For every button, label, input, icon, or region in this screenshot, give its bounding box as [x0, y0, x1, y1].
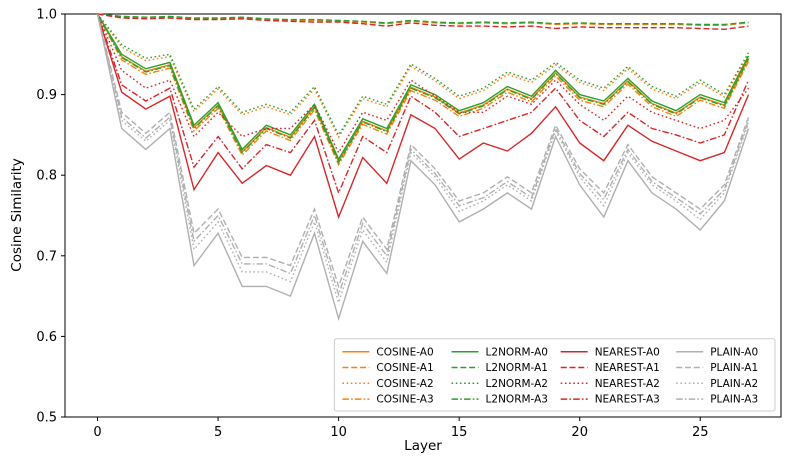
- series-line-L2NORM-A2: [96, 13, 750, 137]
- plot-border: [64, 13, 782, 418]
- y-tick-label: 1.0: [36, 8, 57, 23]
- legend-item-PLAIN-A1: PLAIN-A1: [676, 362, 758, 374]
- legend-item-NEAREST-A0: NEAREST-A0: [560, 346, 660, 358]
- legend-label: COSINE-A1: [376, 362, 433, 374]
- x-tick-label: 20: [571, 425, 588, 440]
- legend-item-L2NORM-A0: L2NORM-A0: [451, 346, 548, 358]
- y-tick-label: 0.5: [36, 411, 57, 426]
- legend-item-COSINE-A2: COSINE-A2: [342, 378, 434, 390]
- legend-label: COSINE-A3: [376, 394, 433, 406]
- x-tick-label: 0: [93, 425, 101, 440]
- series-line-NEAREST-A1: [97, 13, 749, 31]
- series-line-L2NORM-A1: [97, 13, 749, 26]
- legend-label: L2NORM-A3: [486, 394, 548, 406]
- series-line-COSINE-A3: [96, 13, 750, 167]
- y-tick-label: 0.9: [36, 88, 57, 103]
- legend-label: PLAIN-A0: [710, 346, 758, 358]
- series-line-NEAREST-A2: [96, 13, 750, 155]
- y-tick-label: 0.8: [36, 169, 57, 184]
- x-axis-label: Layer: [404, 438, 442, 454]
- legend-label: COSINE-A2: [376, 378, 433, 390]
- x-tick-label: 10: [330, 425, 347, 440]
- legend-item-COSINE-A1: COSINE-A1: [342, 362, 434, 374]
- series-line-PLAIN-A1: [96, 13, 750, 289]
- legend-item-PLAIN-A0: PLAIN-A0: [676, 346, 758, 358]
- legend-item-NEAREST-A1: NEAREST-A1: [560, 362, 660, 374]
- legend-item-PLAIN-A3: PLAIN-A3: [676, 394, 758, 406]
- series-line-NEAREST-A0: [96, 13, 750, 220]
- y-tick-label: 0.6: [36, 330, 57, 345]
- series-line-COSINE-A2: [96, 13, 750, 139]
- legend-label: L2NORM-A2: [486, 378, 548, 390]
- legend-item-NEAREST-A3: NEAREST-A3: [560, 394, 660, 406]
- legend-label: PLAIN-A2: [710, 378, 758, 390]
- series-line-L2NORM-A0: [96, 13, 750, 161]
- legend-item-L2NORM-A1: L2NORM-A1: [451, 362, 548, 374]
- series-line-L2NORM-A3: [96, 13, 750, 164]
- legend-label: PLAIN-A1: [710, 362, 758, 374]
- y-tick-label: 0.7: [36, 249, 57, 264]
- series-line-PLAIN-A2: [96, 13, 750, 305]
- legend-item-PLAIN-A2: PLAIN-A2: [676, 378, 758, 390]
- x-tick-label: 25: [692, 425, 709, 440]
- legend-label: L2NORM-A0: [486, 346, 548, 358]
- legend-label: PLAIN-A3: [710, 394, 758, 406]
- series-line-NEAREST-A3: [96, 13, 750, 195]
- legend-label: COSINE-A0: [376, 346, 433, 358]
- legend-box: [333, 338, 776, 412]
- legend-item-COSINE-A3: COSINE-A3: [342, 394, 434, 406]
- legend-label: NEAREST-A2: [595, 378, 660, 390]
- legend-item-COSINE-A0: COSINE-A0: [342, 346, 434, 358]
- x-tick-label: 15: [451, 425, 468, 440]
- x-tick-label: 5: [214, 425, 222, 440]
- series-line-PLAIN-A3: [96, 13, 750, 297]
- legend-item-L2NORM-A2: L2NORM-A2: [451, 378, 548, 390]
- legend: COSINE-A0 COSINE-A1 COSINE-A2 COSINE-A3 L2NO…: [333, 338, 776, 412]
- y-axis-label: Cosine Similarity: [9, 158, 25, 272]
- legend-label: NEAREST-A3: [595, 394, 660, 406]
- series-line-COSINE-A1: [97, 13, 749, 26]
- legend-item-L2NORM-A3: L2NORM-A3: [451, 394, 548, 406]
- legend-label: L2NORM-A1: [486, 362, 548, 374]
- legend-item-NEAREST-A2: NEAREST-A2: [560, 378, 660, 390]
- legend-label: NEAREST-A1: [595, 362, 660, 374]
- series-line-PLAIN-A0: [96, 13, 750, 322]
- legend-label: NEAREST-A0: [595, 346, 660, 358]
